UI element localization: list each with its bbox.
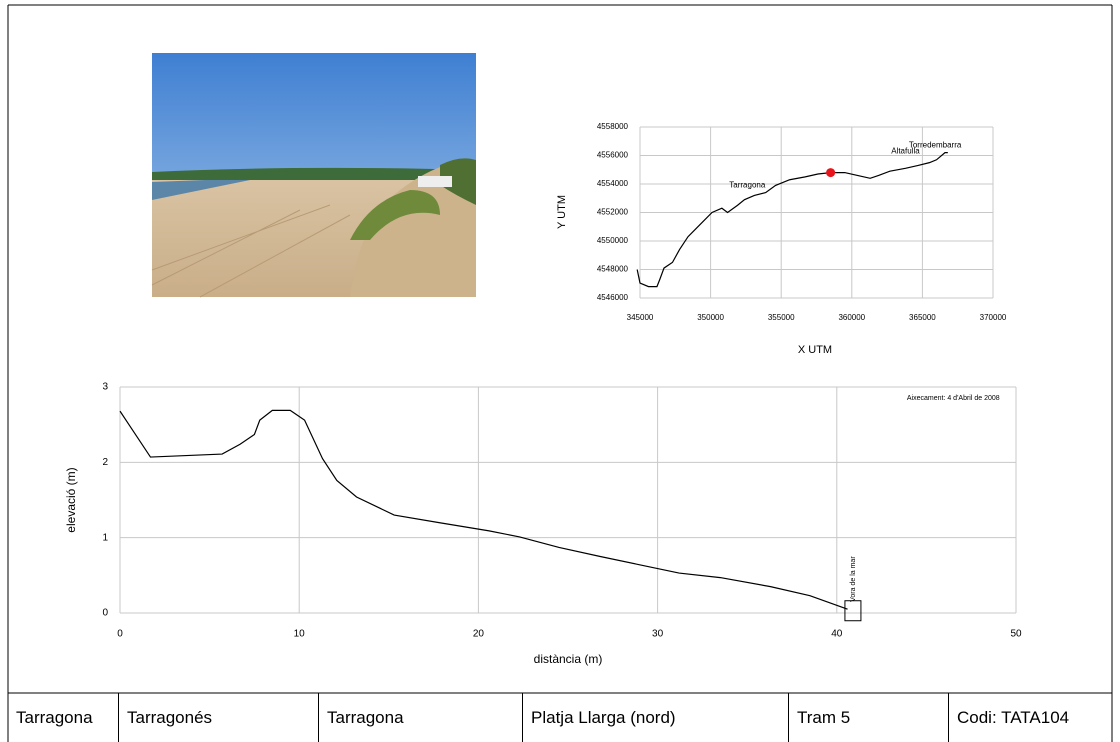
marker bbox=[844, 600, 862, 622]
table-cell: Platja Llarga (nord) bbox=[522, 693, 788, 742]
line bbox=[119, 409, 848, 610]
annotation: Torredembarra bbox=[909, 141, 962, 150]
y-tick-label: 4546000 bbox=[597, 293, 629, 302]
x-tick-label: 40 bbox=[831, 629, 843, 640]
table-cell: Tarragonés bbox=[118, 693, 318, 742]
y-tick-label: 4550000 bbox=[597, 236, 629, 245]
y-tick-label: 2 bbox=[102, 457, 108, 468]
x-tick-label: 30 bbox=[652, 629, 664, 640]
marker bbox=[826, 168, 836, 178]
y-tick-label: 1 bbox=[102, 532, 108, 543]
annotation: Aixecament: 4 d'Abril de 2008 bbox=[907, 395, 1000, 402]
table-cell: Tarragona bbox=[318, 693, 522, 742]
y-tick-label: 0 bbox=[102, 608, 108, 619]
x-tick-label: 370000 bbox=[980, 313, 1007, 322]
annotation: Tarragona bbox=[729, 181, 766, 190]
annotation: Vora de la mar bbox=[850, 556, 857, 602]
y-tick-label: 4558000 bbox=[597, 122, 629, 131]
table-cell: Tram 5 bbox=[788, 693, 948, 742]
y-tick-label: 4552000 bbox=[597, 208, 629, 217]
x-tick-label: 360000 bbox=[838, 313, 865, 322]
x-tick-label: 50 bbox=[1010, 629, 1022, 640]
y-tick-label: 4554000 bbox=[597, 179, 629, 188]
table-cell: Codi: TATA104 bbox=[948, 693, 1112, 742]
beach-photo bbox=[151, 53, 476, 298]
line bbox=[636, 152, 948, 288]
x-axis-label: distància (m) bbox=[534, 652, 603, 666]
x-tick-label: 355000 bbox=[768, 313, 795, 322]
x-tick-label: 0 bbox=[117, 629, 123, 640]
x-tick-label: 345000 bbox=[627, 313, 654, 322]
table-cell: Tarragona bbox=[16, 708, 93, 727]
y-tick-label: 3 bbox=[102, 382, 108, 393]
x-tick-label: 10 bbox=[294, 629, 306, 640]
y-axis-label: elevació (m) bbox=[64, 467, 78, 532]
x-tick-label: 350000 bbox=[697, 313, 724, 322]
x-tick-label: 365000 bbox=[909, 313, 936, 322]
x-axis-label: X UTM bbox=[798, 344, 832, 356]
y-tick-label: 4548000 bbox=[597, 265, 629, 274]
y-tick-label: 4556000 bbox=[597, 151, 629, 160]
x-tick-label: 20 bbox=[473, 629, 485, 640]
y-axis-label: Y UTM bbox=[556, 195, 568, 229]
annotation: Altafulla bbox=[891, 146, 920, 155]
